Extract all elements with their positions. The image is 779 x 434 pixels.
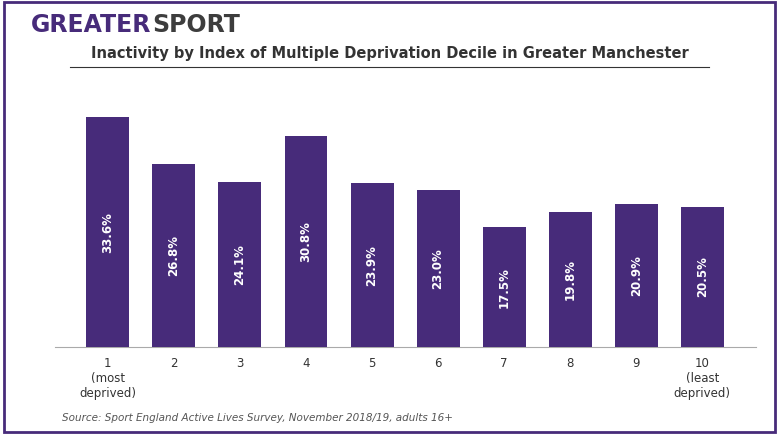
Bar (86, 117, 129, 347)
Bar (153, 164, 196, 347)
Bar (615, 204, 657, 347)
Bar (681, 207, 724, 347)
Bar (218, 182, 262, 347)
Text: SPORT: SPORT (152, 13, 240, 37)
Text: Inactivity by Index of Multiple Deprivation Decile in Greater Manchester: Inactivity by Index of Multiple Deprivat… (90, 46, 689, 61)
Text: 20.5%: 20.5% (696, 256, 709, 297)
Bar (483, 227, 526, 347)
Bar (284, 136, 327, 347)
Text: Source: Sport England Active Lives Survey, November 2018/19, adults 16+: Source: Sport England Active Lives Surve… (62, 413, 453, 423)
Text: 30.8%: 30.8% (299, 221, 312, 262)
Bar (548, 211, 592, 347)
Text: 20.9%: 20.9% (629, 255, 643, 296)
Text: GREATER: GREATER (31, 13, 152, 37)
Bar (417, 190, 460, 347)
Text: 23.0%: 23.0% (432, 248, 445, 289)
Text: 24.1%: 24.1% (234, 244, 246, 285)
Text: 17.5%: 17.5% (498, 267, 511, 308)
Text: 26.8%: 26.8% (167, 235, 181, 276)
Text: 23.9%: 23.9% (365, 245, 379, 286)
Bar (351, 184, 393, 347)
Text: 33.6%: 33.6% (101, 212, 115, 253)
Text: 19.8%: 19.8% (564, 259, 576, 300)
